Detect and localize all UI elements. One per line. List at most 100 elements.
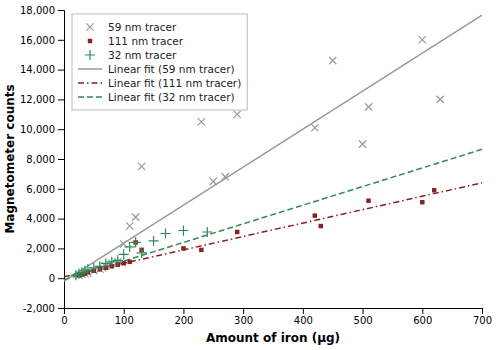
y-axis: -2,000 0 2,000 4,000 6,000 8,000 10,000 12,000 1…: [20, 5, 65, 314]
point: [178, 225, 188, 235]
x-axis-line: [65, 309, 483, 315]
legend-label: Linear fit (59 nm tracer): [108, 63, 235, 75]
legend-symbol: [78, 68, 102, 70]
tick-label: 10,000: [20, 124, 55, 135]
tick: 500: [354, 308, 373, 326]
legend-label: 32 nm tracer: [108, 49, 177, 61]
legend-entry: Linear fit (59 nm tracer): [78, 63, 235, 75]
point: [83, 264, 93, 274]
point: [126, 222, 133, 229]
point: [432, 188, 436, 192]
point: [329, 57, 336, 64]
legend-entry: 59 nm tracer: [86, 21, 177, 33]
tick-label: -2,000: [23, 303, 55, 314]
point: [119, 249, 129, 259]
point: [311, 124, 318, 131]
tick-label: 200: [174, 315, 193, 326]
tick: 14,000: [20, 64, 64, 75]
x-axis: 0 100 200 300 400 500 600 700: [61, 308, 492, 326]
legend-symbol: [78, 82, 102, 84]
tick: 18,000: [20, 5, 64, 16]
point: [160, 228, 170, 238]
point: [89, 263, 99, 273]
legend-entry: 32 nm tracer: [85, 49, 177, 61]
fit-line: [64, 183, 482, 277]
tick: 12,000: [20, 94, 64, 105]
point: [234, 111, 241, 118]
tick: 600: [413, 308, 432, 326]
tick-mark: [58, 40, 64, 41]
tick-mark: [58, 10, 64, 11]
legend-entry: 111 nm tracer: [88, 35, 184, 47]
fit-line: [64, 15, 482, 281]
point: [113, 255, 123, 265]
tick-mark: [58, 189, 64, 190]
point: [199, 248, 203, 252]
tick-label: 18,000: [20, 5, 55, 16]
tick-mark: [58, 159, 64, 160]
point: [181, 246, 185, 250]
tick: 8,000: [26, 154, 64, 165]
legend-label: Linear fit (111 nm tracer): [108, 77, 241, 89]
tick-label: 600: [413, 315, 432, 326]
point: [235, 230, 239, 234]
point: [131, 237, 141, 247]
tick-mark: [422, 308, 423, 314]
tick: 0: [61, 308, 67, 326]
tick: 10,000: [20, 124, 64, 135]
point: [222, 173, 229, 180]
point: [121, 261, 125, 265]
tick-mark: [482, 308, 483, 314]
tick-label: 700: [473, 315, 492, 326]
point: [202, 227, 212, 237]
point: [437, 96, 444, 103]
tick-label: 12,000: [20, 94, 55, 105]
point: [313, 213, 317, 217]
point: [138, 163, 145, 170]
tick-mark: [183, 308, 184, 314]
tick-label: 0: [49, 273, 55, 284]
tick: 2,000: [26, 243, 64, 254]
tick-mark: [58, 70, 64, 71]
tick-label: 8,000: [26, 154, 55, 165]
point: [210, 178, 217, 185]
tick: -2,000: [23, 303, 64, 314]
tick-label: 4,000: [26, 213, 55, 224]
point: [127, 260, 131, 264]
y-axis-title: Magnetometer counts: [3, 84, 17, 233]
tick: 300: [234, 308, 253, 326]
tick-label: 500: [354, 315, 373, 326]
point: [420, 200, 424, 204]
legend-symbol: [85, 50, 95, 60]
point: [101, 258, 111, 268]
point: [125, 242, 135, 252]
tick-label: 0: [61, 315, 67, 326]
point: [359, 140, 366, 147]
tick: 400: [294, 308, 313, 326]
legend-entry: Linear fit (32 nm tracer): [78, 91, 235, 103]
tick: 6,000: [26, 184, 64, 195]
y-axis-line: [58, 11, 65, 309]
tick-mark: [243, 308, 244, 314]
legend-label: 111 nm tracer: [108, 35, 184, 47]
tick: 16,000: [20, 35, 64, 46]
point: [132, 213, 139, 220]
tick-label: 14,000: [20, 64, 55, 75]
point: [365, 103, 372, 110]
point: [148, 236, 158, 246]
plot: 0 100 200 300 400 500 600 700 -2,000 0 2,000 4,000 6…: [20, 5, 492, 326]
chart: 0 100 200 300 400 500 600 700 -2,000 0 2,000 4,000 6…: [0, 0, 500, 350]
point: [319, 224, 323, 228]
legend-box: [72, 14, 247, 110]
point: [198, 118, 205, 125]
tick-mark: [58, 99, 64, 100]
tick: 4,000: [26, 213, 64, 224]
tick: 0: [49, 273, 64, 284]
legend-symbol: [86, 23, 93, 30]
tick-label: 2,000: [26, 243, 55, 254]
tick-mark: [58, 129, 64, 130]
tick-label: 100: [115, 315, 134, 326]
legend-symbol: [88, 39, 92, 43]
tick: 700: [473, 308, 492, 326]
tick-mark: [58, 219, 64, 220]
